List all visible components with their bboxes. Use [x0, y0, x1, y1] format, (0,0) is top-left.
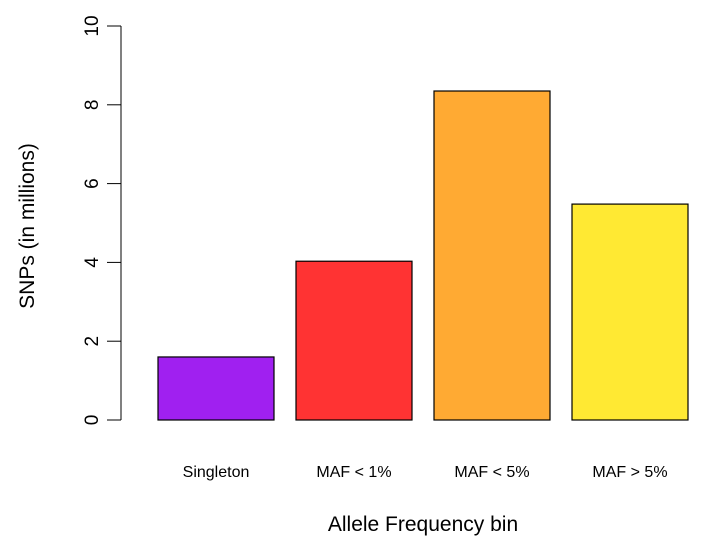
y-tick-label: 2 — [82, 336, 103, 347]
x-category-label: MAF < 1% — [316, 464, 391, 481]
x-category-label: MAF > 5% — [592, 464, 667, 481]
bar-0 — [157, 356, 275, 421]
bars — [157, 90, 689, 421]
x-category-label: Singleton — [183, 464, 250, 481]
x-category-label: MAF < 5% — [454, 464, 529, 481]
bar-1 — [295, 260, 413, 421]
y-tick-label: 6 — [82, 178, 103, 189]
y-tick-label: 0 — [82, 415, 103, 426]
bar-2 — [433, 90, 551, 421]
y-tick-label: 8 — [82, 100, 103, 111]
y-axis: 0 2 4 6 8 10 — [82, 15, 122, 426]
y-tick-label: 4 — [82, 257, 103, 268]
y-tick-label: 10 — [82, 15, 103, 36]
x-axis-labels: Singleton MAF < 1% MAF < 5% MAF > 5% — [183, 464, 668, 481]
x-axis-title: Allele Frequency bin — [328, 513, 518, 536]
bar-3 — [571, 203, 689, 421]
y-axis-title: SNPs (in millions) — [16, 143, 39, 309]
